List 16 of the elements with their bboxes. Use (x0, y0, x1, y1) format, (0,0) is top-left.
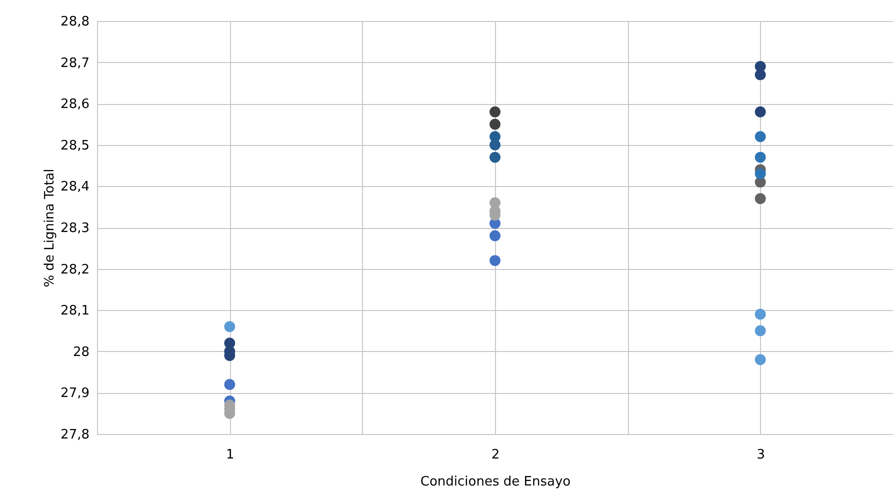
y-tick-label: 28,5 (60, 138, 90, 154)
x-axis-title: Condiciones de Ensayo (420, 474, 571, 490)
y-tick-label: 28,7 (60, 56, 90, 71)
y-tick-label: 28,8 (60, 14, 90, 30)
y-tick-label: 28,2 (60, 262, 90, 278)
y-tick-label: 28,6 (60, 97, 90, 112)
y-tick-label: 28,1 (60, 304, 90, 319)
x-tick-label: 3 (756, 448, 765, 462)
x-tick-label: 1 (226, 448, 234, 462)
y-axis-title: % de Lignina Total (42, 168, 58, 288)
x-tick-label: 2 (491, 448, 500, 462)
y-tick-label: 28 (72, 344, 90, 360)
y-tick-label: 28,4 (60, 180, 90, 195)
y-tick-label: 27,8 (60, 428, 90, 442)
y-tick-label: 28,3 (60, 221, 90, 236)
y-tick-label: 27,9 (60, 386, 90, 402)
